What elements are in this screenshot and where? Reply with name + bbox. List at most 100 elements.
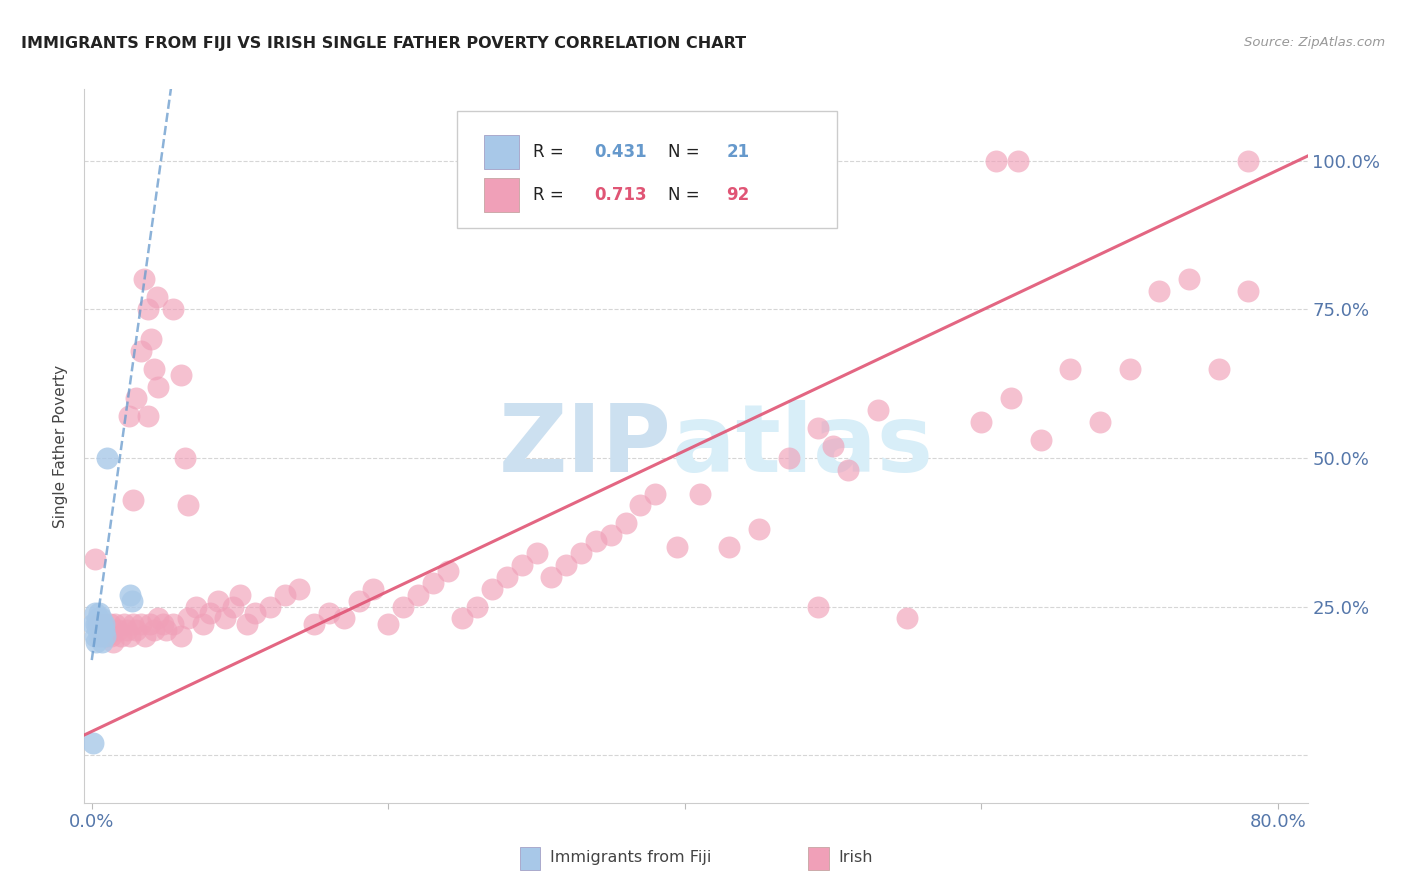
Text: 21: 21 bbox=[727, 143, 749, 161]
Point bbox=[1118, 361, 1140, 376]
Point bbox=[510, 558, 533, 572]
Point bbox=[236, 617, 259, 632]
Point bbox=[93, 617, 115, 632]
Point bbox=[129, 343, 152, 358]
Point bbox=[1149, 285, 1171, 299]
Point bbox=[1237, 153, 1260, 168]
Point bbox=[214, 611, 236, 625]
Text: IMMIGRANTS FROM FIJI VS IRISH SINGLE FATHER POVERTY CORRELATION CHART: IMMIGRANTS FROM FIJI VS IRISH SINGLE FAT… bbox=[21, 36, 747, 51]
Point bbox=[363, 582, 385, 596]
Point bbox=[1088, 415, 1111, 429]
Point bbox=[117, 624, 139, 638]
Point bbox=[259, 599, 281, 614]
Point bbox=[406, 588, 429, 602]
Point bbox=[83, 606, 105, 620]
Point bbox=[125, 392, 148, 406]
Point bbox=[84, 635, 107, 649]
Point bbox=[333, 611, 356, 625]
Text: Source: ZipAtlas.com: Source: ZipAtlas.com bbox=[1244, 36, 1385, 49]
Point bbox=[86, 624, 108, 638]
Point bbox=[136, 409, 159, 424]
Point bbox=[318, 606, 340, 620]
Point bbox=[170, 368, 193, 382]
Point bbox=[125, 624, 148, 638]
Point bbox=[143, 361, 166, 376]
Text: 0.713: 0.713 bbox=[595, 186, 647, 204]
Point bbox=[496, 570, 519, 584]
Point bbox=[104, 617, 127, 632]
Point bbox=[807, 421, 830, 435]
Point bbox=[129, 617, 152, 632]
Point bbox=[666, 540, 689, 554]
Point bbox=[585, 534, 607, 549]
Point bbox=[143, 624, 166, 638]
Point bbox=[162, 302, 184, 317]
Point bbox=[148, 379, 170, 393]
Point bbox=[465, 599, 488, 614]
Point bbox=[273, 588, 295, 602]
FancyBboxPatch shape bbox=[484, 178, 519, 212]
Point bbox=[436, 564, 458, 578]
Point bbox=[86, 617, 108, 632]
Point bbox=[229, 588, 252, 602]
Point bbox=[122, 617, 145, 632]
Point bbox=[83, 629, 105, 643]
Point bbox=[82, 736, 104, 750]
Point bbox=[91, 617, 114, 632]
Point bbox=[1178, 272, 1201, 286]
Point bbox=[243, 606, 266, 620]
Point bbox=[110, 629, 132, 643]
Point bbox=[718, 540, 741, 554]
Text: 92: 92 bbox=[727, 186, 749, 204]
FancyBboxPatch shape bbox=[484, 135, 519, 169]
Point bbox=[1059, 361, 1081, 376]
Text: Irish: Irish bbox=[838, 850, 873, 865]
Point bbox=[778, 450, 800, 465]
Point bbox=[689, 486, 711, 500]
Point bbox=[377, 617, 399, 632]
Text: N =: N = bbox=[668, 186, 704, 204]
Point bbox=[83, 552, 105, 566]
Point bbox=[174, 450, 197, 465]
Point bbox=[162, 617, 184, 632]
Point bbox=[807, 599, 830, 614]
Point bbox=[146, 290, 169, 304]
Point bbox=[986, 153, 1008, 168]
Point bbox=[170, 629, 193, 643]
Point bbox=[121, 593, 143, 607]
Point bbox=[120, 588, 142, 602]
Point bbox=[100, 629, 122, 643]
Point bbox=[152, 617, 174, 632]
Point bbox=[101, 635, 124, 649]
Point bbox=[84, 617, 107, 632]
Text: N =: N = bbox=[668, 143, 704, 161]
Y-axis label: Single Father Poverty: Single Father Poverty bbox=[53, 365, 69, 527]
Point bbox=[132, 272, 155, 286]
FancyBboxPatch shape bbox=[457, 111, 837, 228]
Point bbox=[120, 629, 142, 643]
Point bbox=[526, 546, 548, 560]
Point bbox=[1237, 285, 1260, 299]
Point bbox=[112, 617, 135, 632]
Point bbox=[82, 617, 104, 632]
Point bbox=[866, 403, 889, 417]
Point bbox=[91, 635, 114, 649]
Point bbox=[93, 624, 115, 638]
Point bbox=[90, 611, 112, 625]
Point bbox=[94, 629, 117, 643]
Point bbox=[569, 546, 592, 560]
Point bbox=[177, 499, 200, 513]
Text: ZIP: ZIP bbox=[499, 400, 672, 492]
Point bbox=[93, 624, 115, 638]
Point bbox=[86, 611, 108, 625]
Text: R =: R = bbox=[533, 186, 569, 204]
Point bbox=[155, 624, 177, 638]
Point bbox=[177, 611, 200, 625]
Point bbox=[184, 599, 207, 614]
Point bbox=[136, 302, 159, 317]
Point bbox=[540, 570, 562, 584]
Point bbox=[148, 611, 170, 625]
Point bbox=[134, 629, 156, 643]
Point bbox=[599, 528, 621, 542]
Point bbox=[90, 629, 112, 643]
